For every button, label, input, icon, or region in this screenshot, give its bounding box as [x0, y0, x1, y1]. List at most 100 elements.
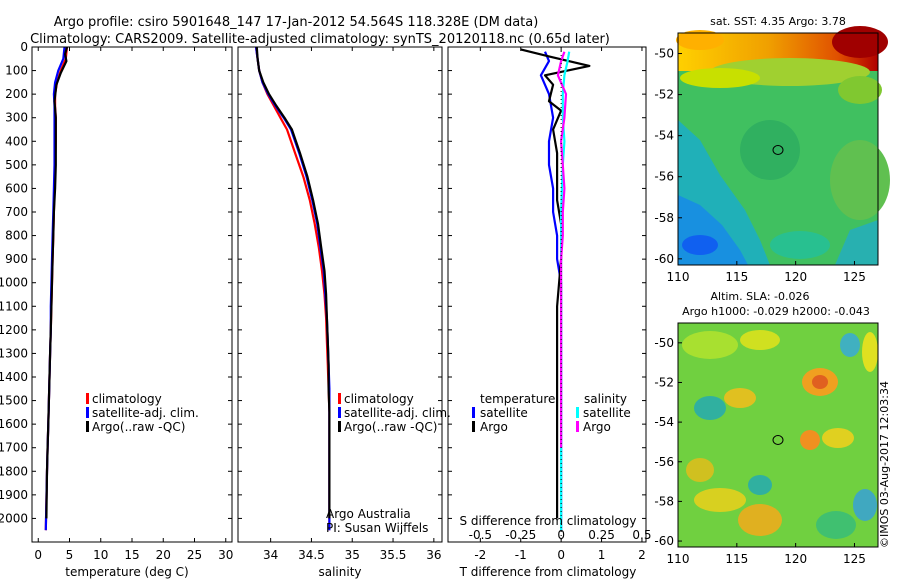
y-tick-label: 1200 [0, 323, 28, 337]
y-tick-label: 500 [5, 158, 28, 172]
sla-map-frame [677, 322, 879, 548]
x-tick-label: 1 [598, 548, 606, 562]
map-x-tick-label: 115 [725, 270, 748, 284]
y-tick-label: 800 [5, 229, 28, 243]
map-x-tick-label: 120 [784, 270, 807, 284]
legend-swatch-argo [338, 421, 341, 432]
series-line-salinity-argo [556, 51, 568, 448]
map-y-tick-label: -58 [654, 211, 674, 225]
imos-credit: ©IMOS 03-Aug-2017 12:03:34 [878, 381, 891, 548]
x-tick-label: 35.5 [380, 548, 407, 562]
y-tick-label: 1600 [0, 417, 28, 431]
legend-label-argo: Argo(..raw -QC) [92, 420, 185, 434]
legend-label-temp-argo: Argo [480, 420, 508, 434]
figure-title-line2: Climatology: CARS2009. Satellite-adjuste… [30, 32, 610, 47]
y-tick-label: 700 [5, 205, 28, 219]
temperature-legend: climatology satellite-adj. clim. Argo(..… [86, 392, 199, 434]
y-tick-label: 400 [5, 134, 28, 148]
salinity-axes-frame [237, 46, 443, 543]
map-y-tick-label: -60 [654, 534, 674, 548]
y-tick-label: 1000 [0, 276, 28, 290]
legend-swatch-temp-satellite [472, 407, 475, 418]
salinity-panel: 34 34.5 35 35.5 36 salinity climatology sate… [237, 46, 451, 579]
map-x-tick-label: 125 [843, 270, 866, 284]
argo-float-marker [772, 435, 784, 445]
y-tick-label: 1300 [0, 346, 28, 360]
map-x-tick-label: 110 [667, 270, 690, 284]
x-tick-label: 25 [187, 548, 202, 562]
map-y-tick-label: -50 [654, 47, 674, 61]
legend-label-satellite: satellite-adj. clim. [344, 406, 451, 420]
sla-map-subtitle: Argo h1000: -0.029 h2000: -0.043 [682, 305, 870, 318]
series-line-argo-raw-qc- [255, 47, 331, 519]
legend-swatch-satellite [86, 407, 89, 418]
sla-map-panel: Altim. SLA: -0.026 Argo h1000: -0.029 h2… [654, 290, 879, 566]
figure-title-line1: Argo profile: csiro 5901648_147 17-Jan-2… [54, 15, 539, 30]
legend-label-satellite: satellite-adj. clim. [92, 406, 199, 420]
x-tick-label: 2 [638, 548, 646, 562]
y-tick-label: 1800 [0, 464, 28, 478]
x-tick-label: 0 [557, 548, 565, 562]
series-line-salinity-satellite [559, 51, 571, 531]
map-x-tick-label: 125 [843, 552, 866, 566]
x-tick-label: 10 [93, 548, 108, 562]
map-x-tick-label: 110 [667, 552, 690, 566]
y-tick-label: 1900 [0, 488, 28, 502]
s-diff-tick-label: -0.25 [505, 528, 536, 542]
map-y-tick-label: -56 [654, 455, 674, 469]
legend-label-sal-satellite: satellite [583, 406, 631, 420]
temperature-xlabel: temperature (deg C) [65, 565, 188, 579]
x-tick-label: 15 [124, 548, 139, 562]
temperature-panel: 0100200300400500600700800900100011001200… [0, 40, 233, 579]
series-line-argo-raw-qc- [45, 47, 69, 519]
legend-swatch-sal-satellite [576, 407, 579, 418]
x-tick-label: 20 [156, 548, 171, 562]
legend-label-climatology: climatology [344, 392, 414, 406]
y-tick-label: 1500 [0, 394, 28, 408]
x-tick-label: 34.5 [298, 548, 325, 562]
x-tick-label: 36 [426, 548, 441, 562]
sst-heatmap [676, 26, 890, 265]
map-y-tick-label: -52 [654, 375, 674, 389]
sst-map-panel: sat. SST: 4.35 Argo: 3.78 110 115 120 125 -5… [654, 15, 890, 284]
legend-label-sal-argo: Argo [583, 420, 611, 434]
legend-swatch-argo [86, 421, 89, 432]
x-tick-label: 30 [218, 548, 233, 562]
temperature-axes-frame [31, 46, 233, 543]
sst-map-frame [677, 32, 879, 266]
map-x-tick-label: 120 [784, 552, 807, 566]
argo-float-marker [772, 145, 784, 155]
x-tick-label: 34 [263, 548, 278, 562]
series-line-satellite-adj-clim- [254, 47, 331, 531]
legend-title-temperature: temperature [480, 392, 555, 406]
x-tick-label: 5 [66, 548, 74, 562]
difference-legend: temperature salinity satellite Argo sate… [472, 392, 631, 434]
salinity-annotation-line1: Argo Australia [326, 507, 411, 521]
y-tick-label: 2000 [0, 511, 28, 525]
map-y-tick-label: -60 [654, 252, 674, 266]
map-y-tick-label: -54 [654, 415, 674, 429]
y-tick-label: 300 [5, 111, 28, 125]
difference-axes-frame [447, 46, 647, 543]
x-tick-label: -2 [474, 548, 486, 562]
legend-title-salinity: salinity [584, 392, 627, 406]
difference-xlabel: T difference from climatology [459, 565, 637, 579]
map-y-tick-label: -54 [654, 129, 674, 143]
legend-label-temp-satellite: satellite [480, 406, 528, 420]
legend-label-climatology: climatology [92, 392, 162, 406]
salinity-legend: climatology satellite-adj. clim. Argo(..… [338, 392, 451, 434]
s-diff-tick-label: 0.5 [632, 528, 651, 542]
legend-swatch-sal-argo [576, 421, 579, 432]
difference-panel: -2 -1 0 1 2 -0.5 -0.25 0 0.25 0.5 S difference f… [447, 46, 652, 579]
map-y-tick-label: -50 [654, 336, 674, 350]
legend-swatch-satellite [338, 407, 341, 418]
y-tick-label: 0 [20, 40, 28, 54]
s-diff-tick-label: 0 [557, 528, 565, 542]
series-line-climatology [254, 47, 331, 531]
salinity-annotation-line2: PI: Susan Wijffels [326, 521, 428, 535]
map-y-tick-label: -58 [654, 494, 674, 508]
legend-swatch-temp-argo [472, 421, 475, 432]
map-x-tick-label: 115 [725, 552, 748, 566]
s-diff-tick-label: -0.5 [469, 528, 492, 542]
